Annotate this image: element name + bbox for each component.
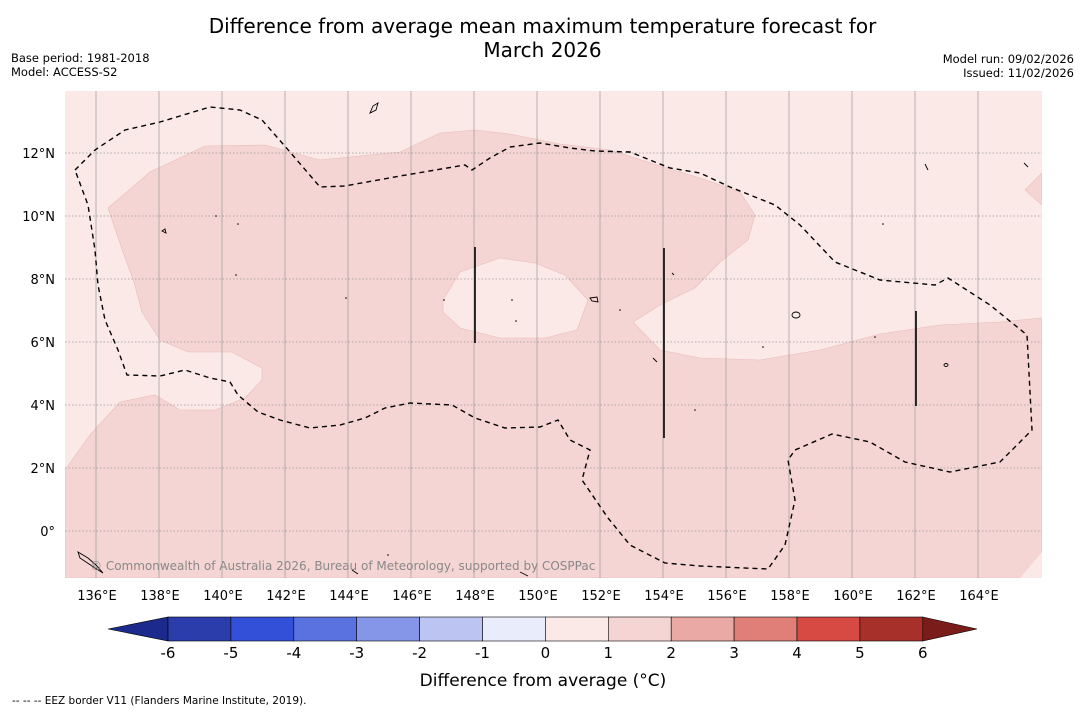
colorbar-segment [167,616,232,642]
colorbar-tick-label: -5 [223,644,238,662]
colorbar-labels: -6 -5 -4 -3 -2 -1 0 1 2 3 4 5 6 [161,644,928,662]
lat-tick: 10°N [22,210,55,225]
eez-footnote: -- -- -- EEZ border V11 (Flanders Marine… [12,695,307,707]
eez-border [74,106,1033,570]
colorbar-segment [293,616,357,642]
colorbar-extend-high [922,616,978,642]
lon-axis: 136°E 138°E 140°E 142°E 144°E 146°E 148°… [77,589,999,604]
colorbar-tick-label: 4 [792,644,802,662]
lon-tick: 146°E [392,589,432,604]
chart-title: Difference from average mean maximum tem… [0,14,1085,62]
colorbar-segment [419,616,483,642]
meta-left: Base period: 1981-2018 Model: ACCESS-S2 [11,51,150,79]
anomaly-patch-edge [1024,172,1042,206]
base-period: Base period: 1981-2018 [11,51,150,65]
colorbar-segment [733,616,798,642]
issued-date: Issued: 11/02/2026 [963,66,1074,80]
guam-island [369,102,379,114]
lat-tick: 2°N [31,462,56,477]
lon-tick: 162°E [896,589,936,604]
lat-tick: 0° [40,525,55,540]
anomaly-patch-corner [1020,552,1042,578]
colorbar-segment [230,616,295,642]
lat-tick: 8°N [31,273,56,288]
model-run: Model run: 09/02/2026 [942,52,1074,66]
colorbar-extend-low [107,616,169,642]
title-line-1: Difference from average mean maximum tem… [208,14,877,38]
colorbar-segment [356,616,420,642]
colorbar-tick-label: -2 [412,644,427,662]
colorbar-title: Difference from average (°C) [420,671,667,691]
colorbar-tick-label: 0 [541,644,551,662]
copyright-text: © Commonwealth of Australia 2026, Bureau… [90,559,595,573]
graticule [65,91,1042,578]
lon-tick: 142°E [266,589,306,604]
colorbar-segment [796,616,861,642]
lat-tick: 12°N [22,147,55,162]
lon-tick: 164°E [959,589,999,604]
eez-segments [474,247,917,438]
colorbar-tick-label: 3 [729,644,739,662]
colorbar-tick-label: -4 [286,644,301,662]
title-line-2: March 2026 [483,38,602,62]
lon-tick: 152°E [581,589,621,604]
lon-tick: 148°E [455,589,495,604]
meta-right: Model run: 09/02/2026 Issued: 11/02/2026 [943,52,1074,80]
anomaly-region-1-2 [65,129,1042,578]
colorbar-segment [545,616,609,642]
colorbar [107,616,978,642]
lon-tick: 150°E [518,589,558,604]
colorbar-segment [859,616,924,642]
colorbar-tick-label: -1 [475,644,490,662]
colorbar-tick-label: -3 [349,644,364,662]
anomaly-patch-0-1 [442,257,589,339]
lat-tick: 6°N [31,336,56,351]
colorbar-tick-label: 6 [918,644,928,662]
islands [77,102,1029,577]
colorbar-segment [482,616,546,642]
model-name: Model: ACCESS-S2 [11,65,118,79]
colorbar-segment [607,616,672,642]
colorbar-tick-label: 5 [855,644,865,662]
colorbar-tick-label: 2 [666,644,676,662]
island-164 [161,228,167,234]
lon-tick: 158°E [770,589,810,604]
lon-tick: 144°E [329,589,369,604]
lon-tick: 160°E [833,589,873,604]
lon-tick: 138°E [140,589,180,604]
colorbar-segment [670,616,735,642]
lat-tick: 4°N [31,399,56,414]
lon-tick: 156°E [707,589,747,604]
colorbar-tick-label: -6 [161,644,176,662]
lon-tick: 154°E [644,589,684,604]
lat-axis: 12°N 10°N 8°N 6°N 4°N 2°N 0° [22,147,55,540]
lon-tick: 136°E [77,589,117,604]
lon-tick: 140°E [203,589,243,604]
colorbar-tick-label: 1 [604,644,614,662]
